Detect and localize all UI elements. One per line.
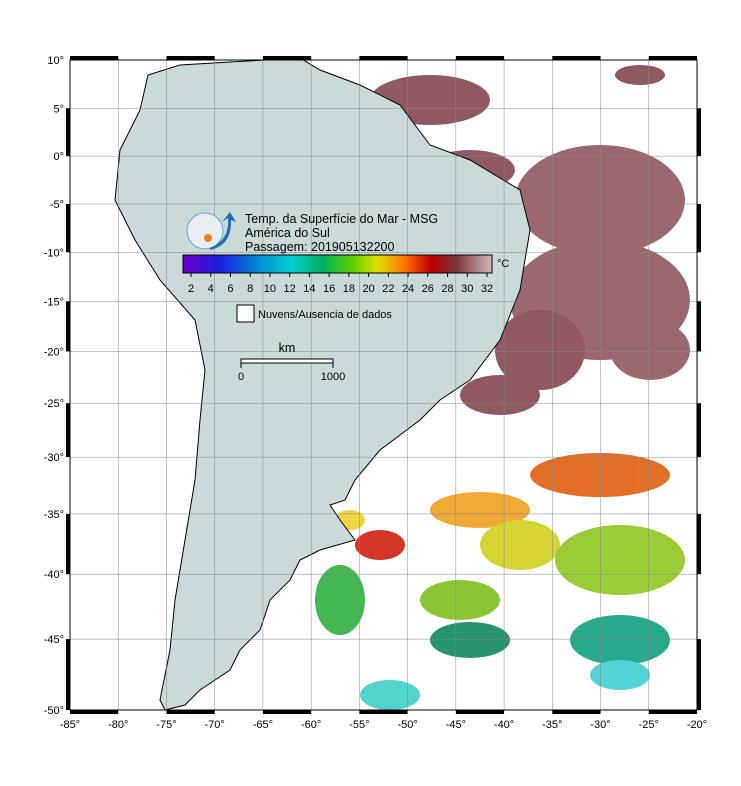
lon-label: -85° <box>60 719 80 731</box>
border-segment <box>552 710 601 714</box>
lat-label: 5° <box>53 103 64 115</box>
lon-label: -80° <box>108 719 128 731</box>
border-segment <box>262 710 312 714</box>
grid <box>70 60 697 710</box>
cool-sst-field <box>315 453 685 710</box>
pass-time: Passagem: 201905132200 <box>245 240 394 254</box>
scale-ticks: 0 1000 <box>238 359 345 383</box>
lat-label: -20° <box>44 346 64 358</box>
inpe-logo <box>186 212 224 250</box>
colorbar-label: 4 <box>208 283 214 295</box>
colorbar-label: 24 <box>402 283 414 295</box>
scale-bar <box>240 358 334 364</box>
colorbar-label: 28 <box>441 283 453 295</box>
border-segment <box>455 56 505 60</box>
lon-label: -35° <box>542 719 562 731</box>
region: América do Sul <box>245 226 330 240</box>
title: Temp. da Superfície do Mar - MSG <box>245 212 438 226</box>
border-segment <box>66 108 70 157</box>
scale-label: 1000 <box>321 371 345 383</box>
colorbar-label: 22 <box>382 283 394 295</box>
colorbar-label: 32 <box>481 283 493 295</box>
colorbar <box>182 254 493 274</box>
border-segment <box>697 403 701 458</box>
colorbar-label: 16 <box>323 283 335 295</box>
border-segment <box>166 56 215 60</box>
border-segment <box>66 301 70 352</box>
warm-sst-field <box>370 65 690 415</box>
lat-label: -25° <box>44 398 64 410</box>
border-segment <box>697 204 701 253</box>
lat-label: -45° <box>44 634 64 646</box>
lon-label: -50° <box>397 719 417 731</box>
lat-label: -5° <box>50 199 64 211</box>
lat-label: 0° <box>53 151 64 163</box>
border-segment <box>697 513 701 575</box>
border-segment <box>697 639 701 710</box>
lon-label: -75° <box>156 719 176 731</box>
border-segment <box>697 301 701 352</box>
lon-label: -25° <box>639 719 659 731</box>
border-segment <box>359 56 408 60</box>
border-segment <box>359 710 408 714</box>
lon-label: -30° <box>590 719 610 731</box>
map-body <box>70 60 697 710</box>
colorbar-ticks: 2 4 6 8 10 12 14 16 18 20 22 24 26 28 30 32 <box>188 273 493 295</box>
legend-swatch <box>236 304 255 323</box>
logo-dot <box>204 234 212 242</box>
border-segment <box>552 56 601 60</box>
border-segment <box>697 108 701 157</box>
lat-label: -50° <box>44 705 64 717</box>
scale-label: 0 <box>238 371 244 383</box>
lon-label: -65° <box>253 719 273 731</box>
lon-label: -40° <box>494 719 514 731</box>
border-segment <box>66 204 70 253</box>
scale-unit: km <box>279 341 296 355</box>
lon-label: -60° <box>301 719 321 731</box>
border-segment <box>70 56 119 60</box>
border-segment <box>166 710 215 714</box>
border-segment <box>455 710 505 714</box>
border-segment <box>66 513 70 575</box>
colorbar-label: 6 <box>227 283 233 295</box>
lat-label: -30° <box>44 452 64 464</box>
colorbar-label: 14 <box>303 283 315 295</box>
colorbar-label: 10 <box>264 283 276 295</box>
legend-label: Nuvens/Ausencia de dados <box>258 309 392 321</box>
border-segment <box>66 403 70 458</box>
lat-label: 10° <box>47 55 64 67</box>
logo-arrow <box>210 212 236 250</box>
frame-border <box>66 56 701 714</box>
lon-label: -55° <box>349 719 369 731</box>
lat-label: -15° <box>44 296 64 308</box>
colorbar-label: 30 <box>461 283 473 295</box>
border-segment <box>66 639 70 710</box>
colorbar-label: 8 <box>247 283 253 295</box>
border-segment <box>262 56 312 60</box>
colorbar-unit: °C <box>497 258 509 270</box>
lat-label: -10° <box>44 247 64 259</box>
lat-label: -35° <box>44 509 64 521</box>
colorbar-label: 26 <box>422 283 434 295</box>
lon-label: -70° <box>205 719 225 731</box>
colorbar-label: 18 <box>343 283 355 295</box>
lon-label: -45° <box>446 719 466 731</box>
border-segment <box>648 710 697 714</box>
colorbar-label: 2 <box>188 283 194 295</box>
colorbar-label: 20 <box>362 283 374 295</box>
colorbar-label: 12 <box>284 283 296 295</box>
border-segment <box>648 56 697 60</box>
lat-label: -40° <box>44 569 64 581</box>
border-segment <box>70 710 119 714</box>
lon-label: -20° <box>687 719 707 731</box>
